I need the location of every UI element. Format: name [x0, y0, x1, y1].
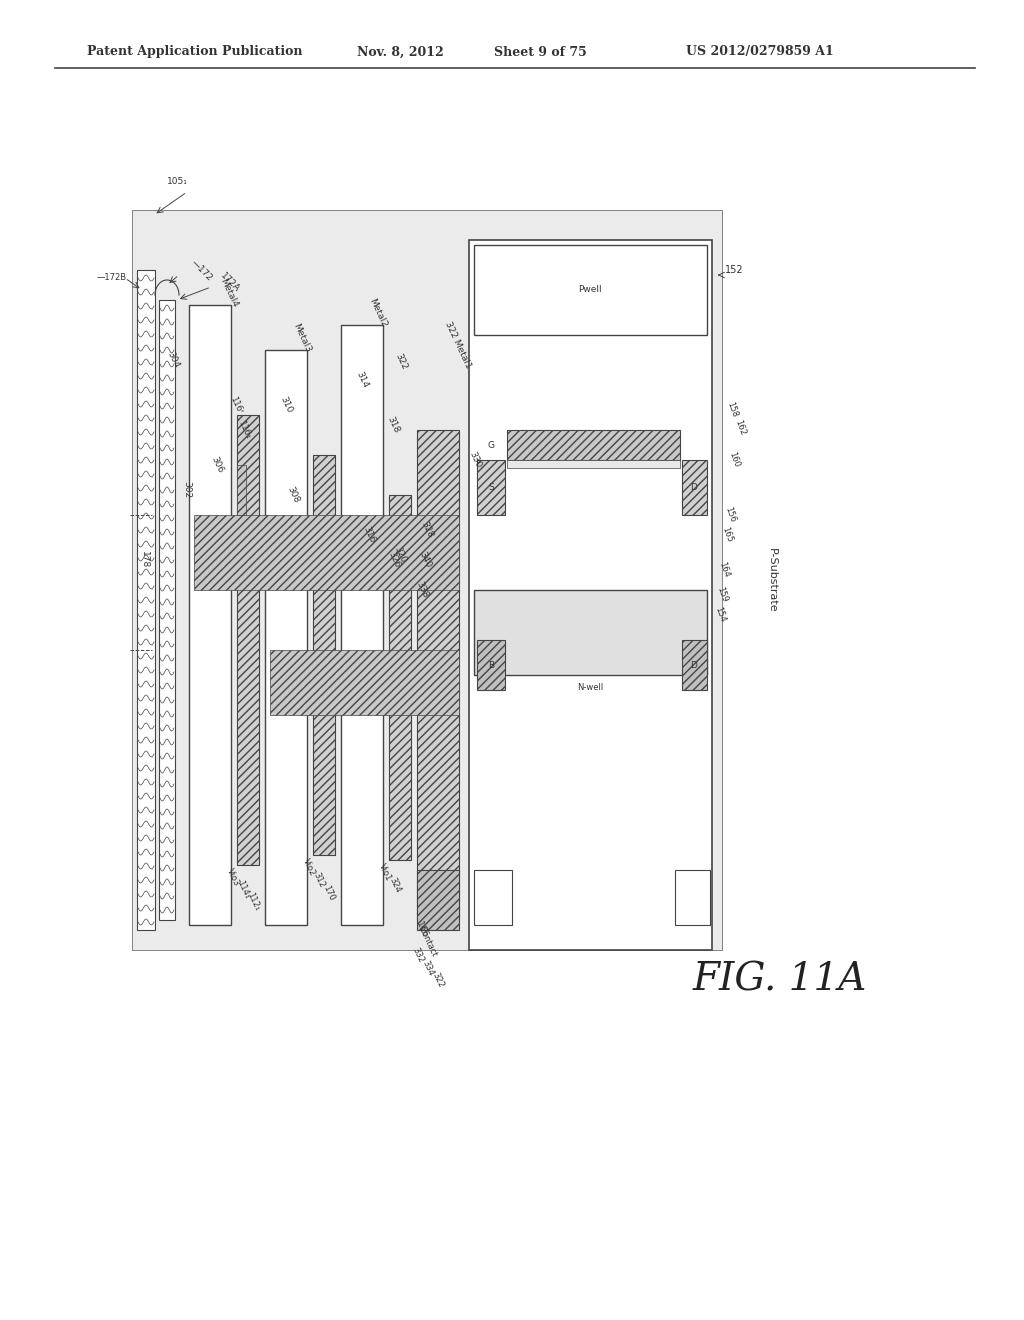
Bar	[417, 870, 459, 931]
Text: D: D	[690, 483, 697, 491]
Text: —172: —172	[189, 257, 214, 282]
Text: 170: 170	[322, 884, 337, 902]
Text: 156: 156	[723, 506, 737, 524]
Bar	[265, 350, 307, 925]
Text: P-Substrate: P-Substrate	[767, 548, 777, 612]
Text: 159: 159	[715, 586, 729, 605]
Bar	[341, 325, 383, 925]
Text: 112₁: 112₁	[245, 891, 261, 912]
Text: G: G	[487, 441, 495, 450]
Text: 332: 332	[411, 946, 425, 964]
Bar	[194, 515, 459, 590]
Text: Nov. 8, 2012: Nov. 8, 2012	[356, 45, 443, 58]
Text: Metal3: Metal3	[291, 322, 312, 354]
Text: 312: 312	[311, 871, 327, 890]
Text: N-well: N-well	[577, 682, 603, 692]
Bar	[469, 240, 712, 950]
Bar	[474, 246, 707, 335]
Text: 162: 162	[733, 418, 746, 437]
Text: 304: 304	[166, 350, 181, 370]
Text: Vio3: Vio3	[225, 867, 241, 887]
Text: 318: 318	[385, 416, 400, 434]
Text: 160: 160	[727, 451, 741, 469]
Bar	[237, 414, 259, 865]
Text: 308: 308	[286, 486, 301, 504]
Text: 310: 310	[279, 395, 294, 414]
Text: Patent Application Publication: Patent Application Publication	[87, 45, 303, 58]
Text: 320: 320	[392, 545, 408, 565]
Text: 316: 316	[361, 525, 377, 545]
Bar	[474, 590, 707, 675]
Text: 154: 154	[713, 606, 727, 624]
Text: Vio1: Vio1	[377, 862, 393, 882]
Text: 166: 166	[415, 920, 430, 940]
Text: B: B	[488, 660, 494, 669]
Text: Pwell: Pwell	[579, 285, 602, 294]
Text: 330: 330	[467, 450, 482, 470]
Bar	[237, 465, 246, 515]
Text: Contact: Contact	[417, 925, 439, 958]
Text: 334: 334	[421, 958, 435, 977]
Bar	[675, 870, 710, 925]
Bar	[270, 649, 459, 715]
Text: 302: 302	[182, 482, 191, 499]
Text: 152: 152	[725, 265, 743, 275]
Text: 328: 328	[419, 520, 435, 540]
Text: 322 Metal1: 322 Metal1	[443, 321, 473, 370]
Bar	[389, 495, 411, 861]
Text: 322: 322	[430, 972, 445, 989]
Text: 324: 324	[387, 876, 402, 894]
Bar	[159, 300, 175, 920]
Text: Metal2: Metal2	[367, 297, 388, 329]
Bar	[313, 455, 335, 855]
Text: 105₁: 105₁	[167, 177, 187, 186]
Text: Metal4: Metal4	[218, 277, 240, 309]
Bar	[507, 430, 680, 459]
Bar	[189, 305, 231, 925]
Bar	[474, 870, 512, 925]
Text: 314: 314	[354, 371, 370, 389]
Text: 338: 338	[415, 581, 430, 599]
Text: 158: 158	[725, 401, 739, 418]
Bar	[137, 271, 155, 931]
Text: 340: 340	[418, 550, 433, 570]
Bar	[682, 640, 707, 690]
Bar	[132, 210, 722, 950]
Text: 116₁: 116₁	[237, 420, 253, 441]
Bar	[477, 640, 505, 690]
Text: 164: 164	[717, 561, 731, 579]
Text: Sheet 9 of 75: Sheet 9 of 75	[494, 45, 587, 58]
Text: S: S	[488, 483, 494, 491]
Text: Vio2: Vio2	[301, 857, 317, 878]
Text: 165: 165	[720, 525, 734, 544]
Text: 178: 178	[139, 552, 148, 569]
Text: 116ᶠ: 116ᶠ	[228, 395, 244, 416]
Bar	[417, 430, 459, 920]
Bar	[477, 459, 505, 515]
Text: D: D	[690, 660, 697, 669]
Text: 306: 306	[210, 455, 225, 475]
Text: 322: 322	[393, 352, 409, 372]
Text: FIG. 11A: FIG. 11A	[693, 961, 867, 998]
Text: 326: 326	[386, 550, 401, 570]
Bar	[682, 459, 707, 515]
Bar	[507, 459, 680, 469]
Text: US 2012/0279859 A1: US 2012/0279859 A1	[686, 45, 834, 58]
Text: 172A: 172A	[219, 271, 242, 293]
Text: —172B: —172B	[97, 273, 127, 282]
Text: 114₁: 114₁	[234, 879, 251, 900]
